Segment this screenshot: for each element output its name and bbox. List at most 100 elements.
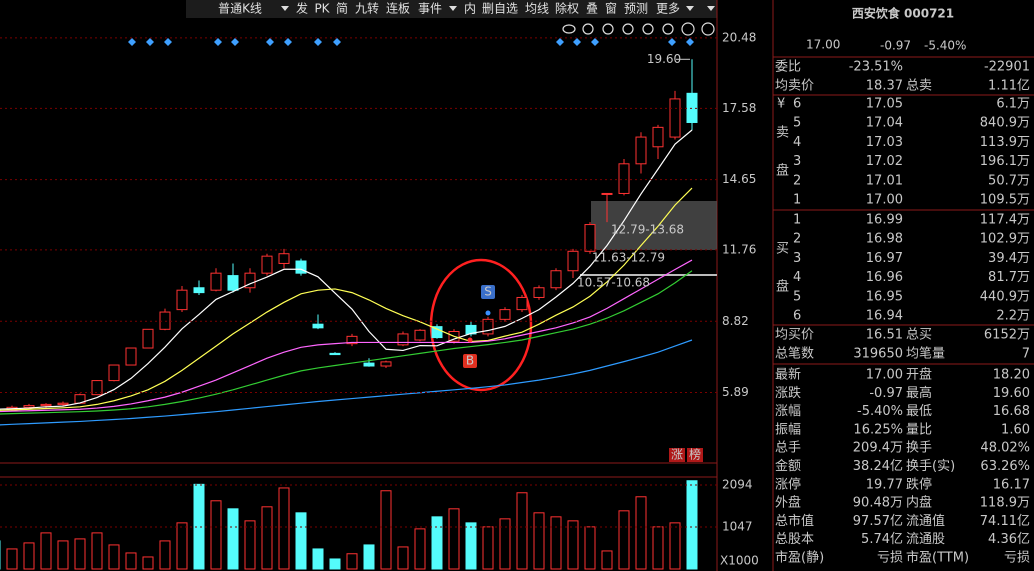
panel-label: 市盈(静): [775, 550, 824, 566]
volume-bar: [499, 518, 511, 570]
event-marker: [214, 38, 222, 46]
book-level: 4: [793, 135, 801, 150]
tag-label: 涨: [671, 447, 683, 462]
panel-value: 5.74亿: [861, 532, 903, 547]
zone-label: 11.63-12.79: [592, 251, 665, 265]
candle-body: [312, 323, 324, 329]
volume-bar: [533, 512, 545, 570]
currency: ¥: [777, 97, 785, 112]
candle-body: [261, 255, 273, 274]
event-marker: [573, 38, 581, 46]
panel-value: -0.97: [869, 386, 903, 401]
panel-label: 金额: [775, 458, 801, 474]
candle-body: [278, 253, 290, 264]
volume-bar: [618, 510, 630, 570]
candle-body: [125, 347, 137, 366]
candle-body: [567, 250, 579, 272]
toolbar-item: 除权: [555, 1, 579, 16]
toolbar-item: 发: [296, 1, 308, 16]
candle-body: [550, 270, 562, 289]
book-level: 6: [793, 97, 801, 112]
signal-badge: [463, 354, 477, 368]
book-price: 16.98: [866, 232, 903, 247]
volume-bar: [125, 552, 137, 570]
panel-label: 开盘: [906, 367, 932, 383]
panel-value: 97.57亿: [853, 514, 903, 529]
book-volume: 39.4万: [988, 251, 1030, 266]
event-marker: [284, 38, 292, 46]
y-tick-label: 17.58: [722, 101, 756, 115]
book-level: 5: [793, 289, 801, 304]
panel-label: 最新: [775, 367, 801, 383]
toolbar-item: 预测: [624, 2, 648, 16]
y-tick-label: 14.65: [722, 172, 756, 186]
panel-label: 量比: [906, 422, 932, 437]
book-price: 17.01: [866, 173, 903, 188]
volume-bar: [278, 487, 290, 570]
panel-value: 1.11亿: [988, 79, 1030, 94]
volume-bar: [397, 546, 409, 570]
panel-label: 涨跌: [775, 385, 801, 401]
volume-bar: [108, 544, 120, 570]
event-marker: [231, 38, 239, 46]
candle-body: [431, 326, 443, 339]
book-level: 4: [793, 270, 801, 285]
book-price: 17.03: [866, 135, 903, 150]
moving-average: [0, 187, 693, 411]
candle-body: [482, 318, 494, 335]
book-volume: 102.9万: [980, 232, 1030, 247]
book-side: 盘: [776, 279, 789, 295]
book-price: 16.95: [866, 289, 903, 304]
panel-value: 16.17: [993, 477, 1030, 492]
volume-bar: [431, 516, 443, 570]
panel-value: 90.48万: [853, 496, 903, 511]
candle-body: [210, 272, 222, 291]
toolbar-item: 九转: [355, 1, 379, 16]
book-level: 3: [793, 251, 801, 266]
panel-value: 亏损: [877, 551, 903, 566]
book-level: 5: [793, 116, 801, 131]
panel-label: 均笔量: [906, 346, 945, 362]
event-marker: [591, 38, 599, 46]
book-volume: 109.5万: [980, 193, 1030, 208]
stock-name: 西安饮食 000721: [852, 6, 954, 21]
panel-label: 涨幅: [775, 404, 801, 419]
book-volume: 2.2万: [996, 309, 1030, 324]
y-tick-label: 11.76: [722, 242, 756, 256]
zone-label: 12.79-13.68: [611, 223, 684, 237]
book-volume: 81.7万: [988, 270, 1030, 285]
panel-value: -5.40%: [857, 404, 903, 419]
toolbar-item: 简: [336, 2, 348, 16]
volume-bar: [635, 496, 647, 570]
volume-bar: [414, 528, 426, 570]
panel-value: 209.4万: [853, 441, 903, 456]
book-level: 2: [793, 173, 801, 188]
volume-bar: [312, 548, 324, 570]
panel-label: 总买: [906, 328, 932, 343]
toolbar-item: 内: [464, 2, 476, 16]
panel-value: 16.51: [866, 328, 903, 343]
candle-body: [23, 405, 35, 408]
tag-label: 榜: [689, 447, 701, 462]
candle-body: [329, 352, 341, 356]
volume-bar: [142, 556, 154, 570]
moving-average: [0, 270, 693, 415]
toolbar-item: 均线: [525, 2, 549, 16]
book-volume: 840.9万: [980, 116, 1030, 131]
candle-body: [533, 287, 545, 298]
panel-label: 流通股: [906, 532, 945, 547]
y-tick-label: 20.48: [722, 30, 756, 44]
candle-body: [380, 361, 392, 367]
volume-bar: [516, 492, 528, 570]
volume-bar: [669, 522, 681, 570]
panel-label: 换手: [906, 441, 932, 456]
highlight-circle: [429, 258, 533, 392]
panel-label: 总笔数: [775, 346, 814, 362]
event-marker: [164, 38, 172, 46]
toolbar-item: 普通K线: [218, 2, 262, 16]
toolbar-item: PK: [314, 2, 330, 16]
volume-bar: [210, 500, 222, 570]
panel-value: 17.00: [866, 368, 903, 383]
panel-label: 外盘: [775, 495, 801, 511]
signal-badge: [481, 285, 495, 299]
